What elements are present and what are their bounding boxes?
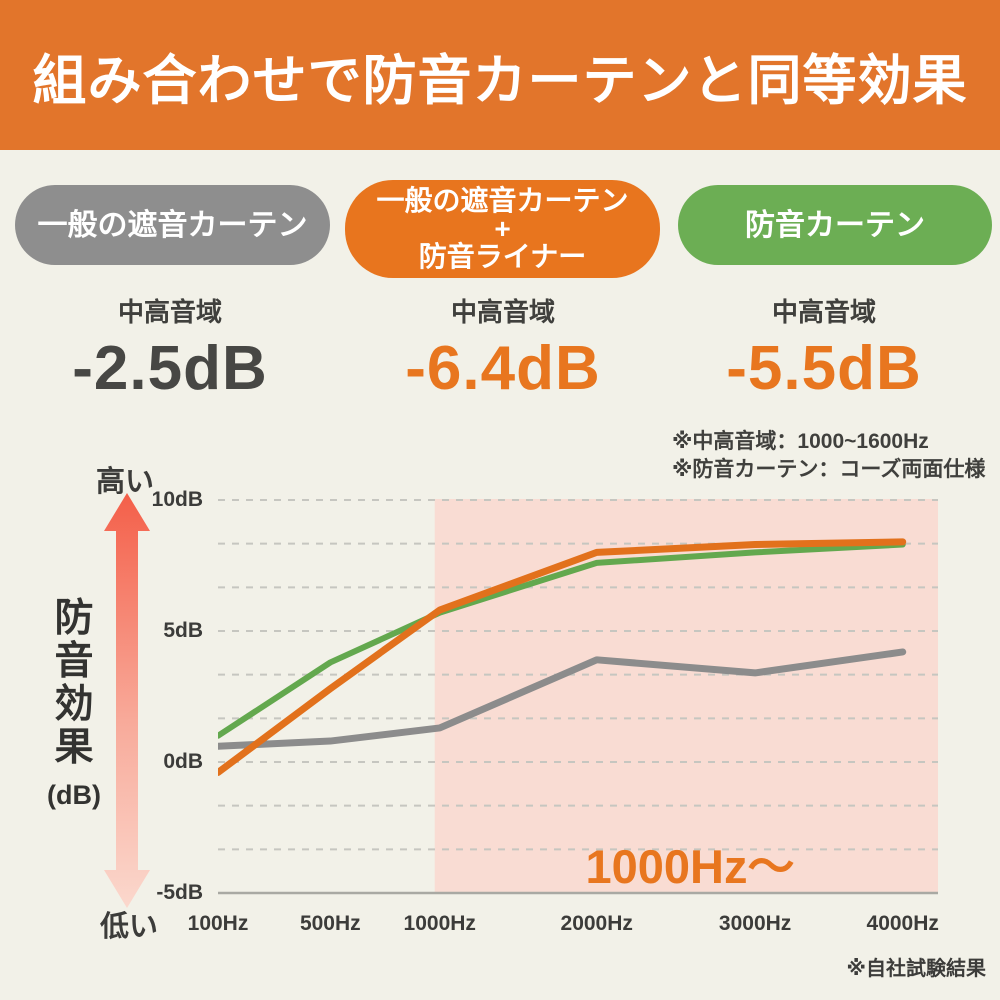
x-tick-3000Hz: 3000Hz xyxy=(718,912,792,935)
y-axis-title: 防音効果 xyxy=(54,597,94,769)
stat-shielding-plus-liner: 中高音域 -6.4dB xyxy=(343,292,663,404)
legend-pill-label-line2: 防音ライナー xyxy=(418,240,587,272)
x-tick-1000Hz: 1000Hz xyxy=(403,912,476,935)
legend-pill-label-line1: 一般の遮音カーテン xyxy=(376,184,629,216)
note-frequency-range: ※中高音域：1000~1600Hz xyxy=(672,430,929,453)
stat-label: 中高音域 xyxy=(771,297,876,327)
legend-pill-shielding-plus-liner: 一般の遮音カーテン + 防音ライナー xyxy=(345,180,660,278)
legend-pill-label: 防音カーテン xyxy=(745,208,925,242)
x-tick-500Hz: 500Hz xyxy=(299,912,361,935)
legend-pill-soundproof-curtain: 防音カーテン xyxy=(678,185,992,265)
y-tick-5dB: 5dB xyxy=(163,619,203,642)
highlight-range-label: 1000Hz～ xyxy=(585,840,795,893)
y-tick--5dB: -5dB xyxy=(156,881,203,904)
stat-value: -2.5dB xyxy=(72,334,268,403)
series-line-防音カーテン xyxy=(215,541,906,739)
x-tick-2000Hz: 2000Hz xyxy=(560,912,633,935)
chart-notes: ※中高音域：1000~1600Hz ※防音カーテン：コーズ両面仕様 xyxy=(672,428,985,484)
line-chart-plot-area xyxy=(214,490,946,900)
effect-gradient-arrow-icon xyxy=(102,493,152,913)
axis-high-label: 高い xyxy=(96,466,155,498)
stat-value: -6.4dB xyxy=(405,334,601,403)
header-banner: 組み合わせで防音カーテンと同等効果 xyxy=(0,0,1000,150)
y-tick-10dB: 10dB xyxy=(151,488,203,511)
stat-value: -5.5dB xyxy=(726,334,922,403)
series-line-一般の遮音カーテン＋防音ライナー xyxy=(214,538,907,776)
x-tick-4000Hz: 4000Hz xyxy=(866,912,939,935)
plus-sign: + xyxy=(494,213,511,245)
legend-pill-shielding-curtain: 一般の遮音カーテン xyxy=(15,185,330,265)
note-curtain-spec: ※防音カーテン：コーズ両面仕様 xyxy=(672,458,986,481)
stat-shielding-curtain: 中高音域 -2.5dB xyxy=(10,292,330,404)
stat-soundproof-curtain: 中高音域 -5.5dB xyxy=(664,292,984,404)
series-line-一般の遮音カーテン xyxy=(214,648,907,750)
test-result-footnote: ※自社試験結果 xyxy=(846,958,986,980)
stat-label: 中高音域 xyxy=(117,297,222,327)
legend-pill-label: 一般の遮音カーテン xyxy=(37,208,308,242)
y-axis-unit: (dB) xyxy=(47,780,101,810)
axis-low-label: 低い xyxy=(100,911,159,943)
y-tick-0dB: 0dB xyxy=(163,750,203,773)
stat-label: 中高音域 xyxy=(450,297,555,327)
page-title: 組み合わせで防音カーテンと同等効果 xyxy=(32,50,968,111)
x-tick-100Hz: 100Hz xyxy=(187,912,249,935)
